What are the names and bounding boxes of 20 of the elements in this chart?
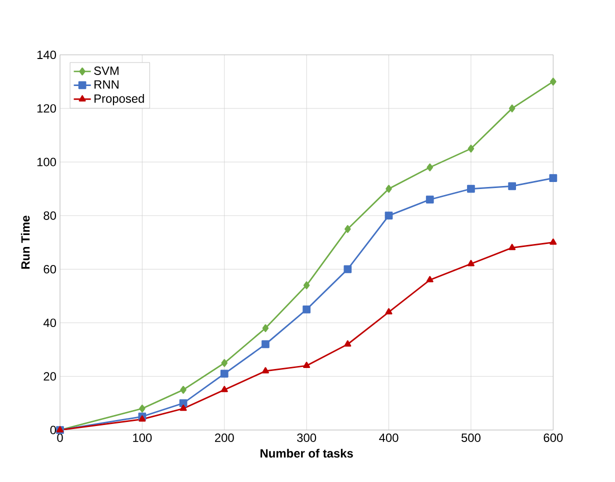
y-tick-label: 0 [50,426,56,434]
x-tick-label: 300 [297,434,316,442]
x-tick-label: 200 [215,434,234,442]
y-tick-label: 140 [37,50,56,60]
y-tick-label: 60 [44,264,56,274]
x-tick-label: 0 [57,434,63,442]
x-axis-title: Number of tasks [260,448,353,458]
legend-label: Proposed [94,94,144,106]
x-tick-label: 100 [133,434,152,442]
y-tick-label: 20 [44,372,56,381]
legend-label: SVM [94,66,118,75]
legend-label: RNN [94,80,118,89]
x-tick-label: 500 [461,434,480,442]
x-tick-label: 400 [379,434,398,442]
y-tick-label: 120 [37,104,56,113]
y-tick-label: 80 [44,211,56,220]
x-tick-label: 600 [544,434,563,442]
y-axis-title: Run Time [20,216,30,269]
y-tick-label: 40 [43,318,56,328]
y-tick-label: 100 [37,158,56,166]
